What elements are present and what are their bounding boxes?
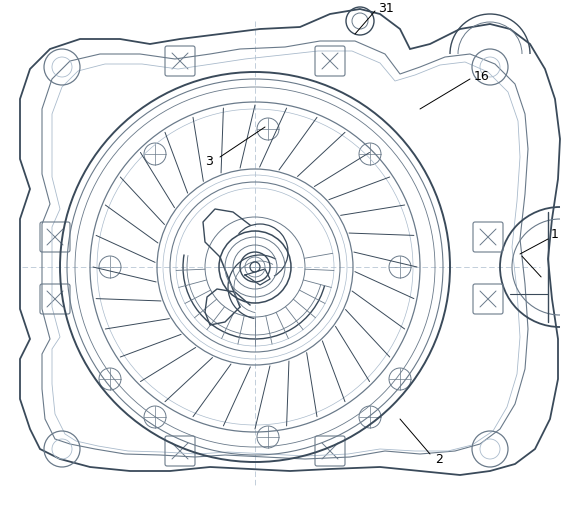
- Text: 2: 2: [435, 453, 443, 466]
- Text: 31: 31: [378, 2, 394, 14]
- Text: 16: 16: [474, 69, 490, 82]
- Text: 3: 3: [205, 155, 213, 168]
- Text: 1: 1: [551, 228, 559, 241]
